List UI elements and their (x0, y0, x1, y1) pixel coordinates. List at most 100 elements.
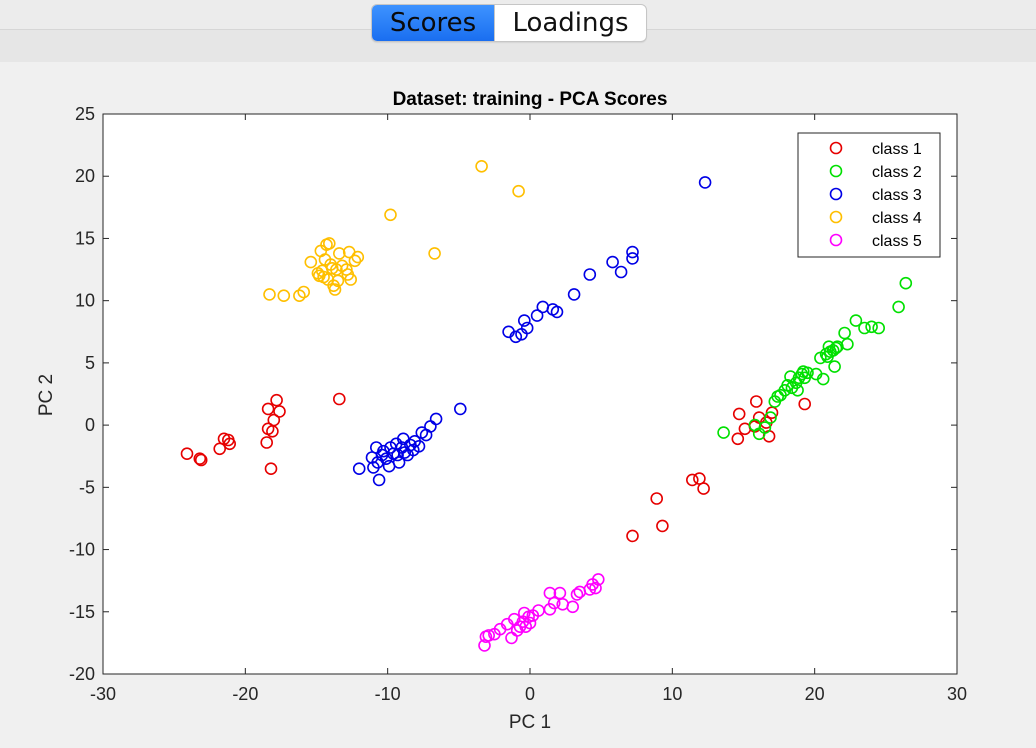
x-tick-label: 10 (662, 684, 682, 704)
data-point (547, 596, 561, 610)
legend-label: class 2 (872, 164, 922, 181)
data-point (899, 276, 913, 290)
data-point (841, 337, 854, 351)
data-point (543, 602, 557, 616)
data-point (384, 208, 397, 222)
series-class-4 (263, 160, 525, 302)
x-tick-label: -10 (375, 684, 401, 704)
data-point (626, 529, 639, 543)
data-point (801, 366, 814, 380)
data-point (348, 254, 362, 268)
data-point (765, 406, 779, 420)
y-tick-label: -20 (69, 664, 95, 684)
data-points (180, 160, 913, 652)
view-segmented-control: Scores Loadings (371, 4, 647, 42)
data-point (589, 581, 602, 595)
data-point (764, 411, 777, 424)
x-tick-label: -30 (90, 684, 116, 704)
data-point (791, 383, 804, 397)
legend-marker (829, 210, 843, 224)
data-point (697, 482, 710, 495)
data-point (626, 245, 639, 259)
data-point (828, 360, 841, 373)
data-point (517, 606, 531, 620)
data-point (392, 456, 406, 469)
y-tick-label: 0 (85, 415, 95, 435)
data-point (193, 452, 207, 466)
x-tick-label: 30 (947, 684, 967, 704)
series-class-2 (717, 276, 913, 441)
data-point (892, 300, 905, 314)
y-tick-label: 20 (75, 166, 95, 186)
legend-marker (829, 233, 843, 247)
data-point (685, 473, 699, 487)
data-point (816, 372, 830, 386)
data-point (749, 395, 763, 408)
y-tick-label: 15 (75, 228, 95, 248)
data-point (838, 326, 851, 340)
data-point (297, 285, 311, 299)
x-tick-label: 20 (805, 684, 825, 704)
data-point (517, 314, 531, 327)
data-point (583, 268, 597, 281)
x-tick-label: 0 (525, 684, 535, 704)
data-point (372, 473, 386, 487)
data-point (328, 283, 342, 296)
data-point (223, 437, 236, 451)
data-point (429, 412, 443, 426)
data-point (520, 321, 534, 335)
data-point (567, 288, 581, 301)
data-point (566, 600, 580, 614)
series-class-3 (352, 176, 712, 487)
series-class-5 (478, 573, 605, 652)
data-point (758, 421, 772, 434)
data-point (331, 274, 345, 288)
data-point (270, 393, 283, 407)
y-axis-label: PC 2 (36, 374, 57, 416)
data-point (351, 250, 365, 264)
toolbar-band: Scores Loadings (0, 0, 1036, 62)
data-point (509, 330, 523, 344)
data-point (732, 407, 746, 421)
y-tick-label: -15 (69, 602, 95, 622)
data-point (261, 402, 275, 416)
legend-label: class 5 (872, 233, 922, 250)
data-point (512, 184, 525, 198)
data-point (656, 519, 669, 533)
data-point (352, 462, 366, 476)
data-point (822, 340, 836, 354)
data-point (849, 314, 863, 327)
data-point (428, 247, 441, 260)
data-point (798, 397, 812, 411)
data-point (260, 436, 274, 449)
data-point (332, 392, 346, 406)
data-point (396, 432, 410, 446)
data-point (650, 492, 664, 505)
y-tick-label: 5 (85, 353, 95, 373)
data-point (858, 321, 871, 335)
legend-label: class 1 (872, 141, 922, 158)
pca-scores-chart: Dataset: training - PCA Scores -30 -20 -10… (36, 89, 967, 733)
tab-loadings[interactable]: Loadings (494, 5, 646, 41)
legend: class 1 class 2 class 3 class 4 class 5 (797, 132, 941, 258)
data-point (865, 320, 878, 334)
data-point (614, 265, 628, 279)
data-point (530, 309, 544, 322)
tab-scores[interactable]: Scores (372, 5, 494, 41)
data-point (553, 586, 567, 600)
data-point (482, 629, 496, 642)
x-axis-label: PC 1 (509, 712, 551, 733)
data-point (570, 588, 584, 601)
data-point (304, 255, 318, 269)
legend-marker (829, 187, 843, 201)
data-point (731, 432, 745, 446)
data-point (826, 344, 840, 357)
data-point (277, 289, 291, 302)
data-point (332, 247, 346, 260)
legend-marker (829, 141, 843, 155)
data-point (872, 321, 886, 335)
chart-title: Dataset: training - PCA Scores (393, 89, 668, 110)
data-point (344, 273, 358, 286)
data-point (550, 305, 564, 319)
